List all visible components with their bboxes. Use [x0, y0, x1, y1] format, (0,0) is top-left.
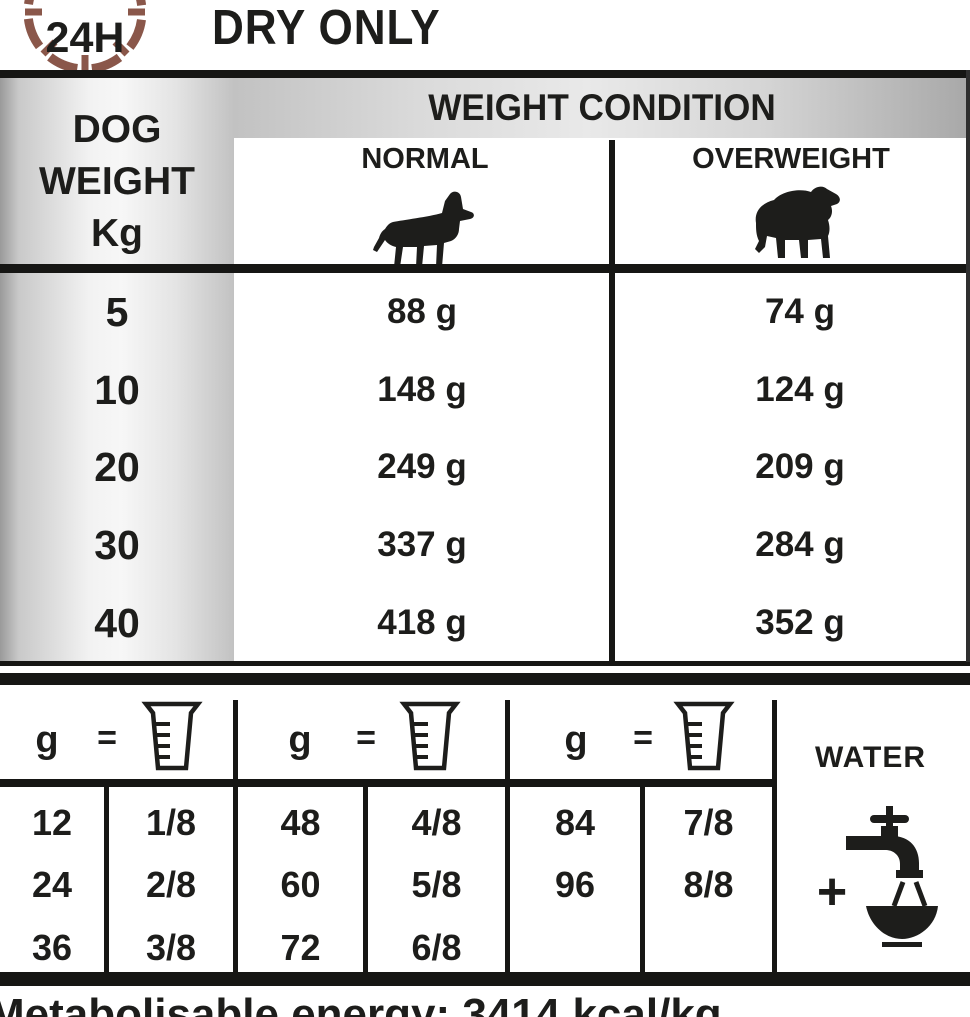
clock-24h-icon	[23, 0, 147, 74]
cups-cell: 8/8	[683, 864, 734, 905]
table-cell-overweight: 209 g	[755, 447, 845, 486]
cups-cell: 5/8	[411, 864, 462, 905]
group-divider	[772, 700, 777, 972]
measuring-cup-icon	[673, 701, 735, 771]
dog-overweight-icon	[755, 186, 840, 258]
table-cell-normal: 88 g	[386, 292, 458, 331]
grams-cell: 84	[554, 802, 596, 843]
column-header-overweight: OVERWEIGHT	[692, 142, 890, 175]
table-row-weight: 5	[105, 288, 129, 335]
cups-cell: 6/8	[411, 927, 462, 968]
plus-icon: +	[816, 863, 848, 921]
grams-unit-label: g	[288, 718, 312, 761]
water-tap-bowl-icon	[846, 806, 938, 947]
grams-cell: 24	[31, 864, 73, 905]
grams-cell: 36	[31, 927, 73, 968]
dog-weight-line: Kg	[91, 212, 143, 255]
cell-divider	[104, 779, 109, 972]
dog-normal-icon	[373, 191, 474, 267]
cups-cell: 4/8	[411, 802, 462, 843]
grams-cell: 12	[31, 802, 73, 843]
divider	[0, 972, 970, 986]
column-divider	[609, 140, 615, 661]
divider	[0, 70, 970, 78]
dog-weight-line: WEIGHT	[39, 160, 195, 203]
table-row-weight: 10	[94, 366, 140, 413]
table-cell-normal: 337 g	[377, 525, 467, 564]
page-title: DRY ONLY	[212, 1, 441, 55]
cups-cell: 7/8	[683, 802, 734, 843]
cups-cell: 1/8	[145, 802, 197, 843]
table-cell-overweight: 74 g	[764, 292, 836, 331]
divider	[0, 264, 970, 273]
table-cell-overweight: 284 g	[755, 525, 845, 564]
table-right-border	[966, 70, 970, 662]
grams-cell: 96	[554, 864, 596, 905]
clock-badge-label: 24H	[45, 13, 125, 62]
table-cell-normal: 249 g	[377, 447, 467, 486]
equals-label: =	[356, 718, 376, 757]
grams-unit-label: g	[35, 718, 59, 761]
measuring-cup-icon	[399, 701, 461, 771]
group-divider	[233, 700, 238, 972]
weight-condition-header: WEIGHT CONDITION	[428, 87, 776, 128]
group-divider	[505, 700, 510, 972]
weight-condition-band	[234, 78, 970, 138]
cups-cell: 3/8	[145, 927, 197, 968]
grams-cell: 60	[280, 864, 321, 905]
measuring-cup-icon	[141, 701, 203, 771]
table-cell-overweight: 352 g	[755, 603, 845, 642]
dog-weight-line: DOG	[72, 108, 162, 151]
divider	[0, 661, 970, 666]
grams-unit-label: g	[564, 718, 588, 761]
equals-label: =	[97, 718, 117, 757]
table-cell-normal: 148 g	[377, 370, 467, 409]
cell-divider	[363, 779, 368, 972]
dog-weight-header: DOG WEIGHT Kg	[0, 104, 234, 260]
table-row-weight: 30	[94, 521, 140, 568]
metabolisable-energy-text: Metabolisable energy: 3414 kcal/kg	[0, 990, 722, 1017]
cups-cell: 2/8	[145, 864, 197, 905]
water-header: WATER	[814, 741, 927, 774]
table-row-weight: 40	[94, 599, 140, 646]
table-cell-overweight: 124 g	[755, 370, 845, 409]
table-row-weight: 20	[94, 443, 140, 490]
equals-label: =	[633, 718, 653, 757]
dog-weight-column-background	[0, 78, 234, 661]
divider	[0, 779, 775, 787]
column-header-normal: NORMAL	[361, 142, 489, 175]
table-cell-normal: 418 g	[377, 603, 467, 642]
grams-cell: 72	[280, 927, 321, 968]
grams-cell: 48	[280, 802, 321, 843]
divider	[0, 673, 970, 685]
cell-divider	[640, 779, 645, 972]
